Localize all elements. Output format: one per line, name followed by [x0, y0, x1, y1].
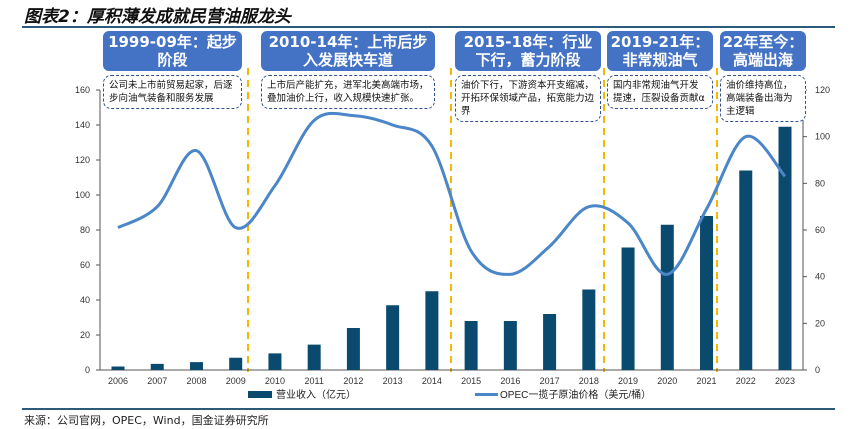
revenue-bar	[543, 314, 557, 370]
x-tick-label: 2010	[265, 376, 285, 386]
left-tick-label: 100	[75, 190, 90, 200]
revenue-bar	[778, 126, 792, 370]
legend-label-oil: OPEC一揽子原油价格（美元/桶）	[500, 388, 651, 400]
phase-5: 22年至今：高端出海 油价维持高位，高端装备出海为主逻辑	[720, 31, 806, 122]
right-tick-label: 80	[815, 178, 825, 188]
phase-note-3: 油价下行，下游资本开支缩减，开拓环保领域产品，拓宽能力边界	[455, 75, 601, 122]
x-tick-label: 2012	[343, 376, 363, 386]
chart: 0 20 40 60 80 100 120 140 160 0 20 40 60 80 100 120 2006…	[75, 68, 830, 400]
source-note: 来源：公司官网，OPEC，Wind，国金证券研究所	[24, 414, 269, 427]
left-tick-label: 80	[80, 225, 90, 235]
top-rule	[22, 26, 835, 28]
phase-note-5: 油价维持高位，高端装备出海为主逻辑	[720, 75, 806, 122]
left-tick-label: 20	[80, 330, 90, 340]
left-tick-label: 120	[75, 155, 90, 165]
revenue-bar	[464, 321, 478, 370]
revenue-bar	[111, 366, 125, 370]
revenue-bar	[582, 289, 596, 370]
revenue-bar	[307, 344, 321, 370]
x-tick-label: 2021	[697, 376, 717, 386]
x-tick-label: 2008	[186, 376, 206, 386]
revenue-bar	[621, 247, 635, 370]
x-tick-label: 2006	[108, 376, 128, 386]
legend-swatch-revenue	[248, 391, 272, 398]
revenue-bar	[229, 357, 243, 370]
revenue-bar	[739, 170, 753, 370]
revenue-bar	[660, 224, 674, 370]
left-tick-label: 60	[80, 260, 90, 270]
phase-label-4: 2019-21年：非常规油气	[607, 31, 713, 71]
phase-1: 1999-09年：起步阶段 公司未上市前贸易起家，后逐步向油气装备和服务发展	[103, 31, 242, 109]
x-tick-label: 2016	[500, 376, 520, 386]
revenue-bar	[189, 362, 203, 370]
phase-label-2: 2010-14年：上市后步入发展快车道	[261, 31, 435, 71]
left-tick-label: 40	[80, 295, 90, 305]
x-tick-label: 2022	[736, 376, 756, 386]
left-tick-label: 140	[75, 120, 90, 130]
figure-title: 图表2：厚积薄发成就民营油服龙头	[24, 7, 291, 27]
bottom-rule	[22, 408, 835, 410]
revenue-bar	[386, 305, 400, 370]
x-tick-label: 2015	[461, 376, 481, 386]
x-tick-label: 2020	[657, 376, 677, 386]
revenue-bar	[150, 363, 164, 370]
x-tick-label: 2011	[304, 376, 323, 386]
phase-label-3: 2015-18年：行业下行，蓄力阶段	[455, 31, 601, 71]
phase-label-1: 1999-09年：起步阶段	[103, 31, 242, 71]
revenue-bar	[700, 216, 714, 370]
right-tick-label: 100	[815, 132, 830, 142]
x-tick-label: 2007	[147, 376, 167, 386]
oil-price-line	[117, 111, 787, 276]
x-tick-label: 2019	[618, 376, 638, 386]
right-tick-label: 120	[815, 85, 830, 95]
phase-label-5: 22年至今：高端出海	[720, 31, 806, 71]
x-tick-label: 2017	[540, 376, 560, 386]
left-tick-label: 0	[85, 365, 90, 375]
phase-note-4: 国内非常规油气开发提速，压裂设备贡献α	[607, 75, 713, 109]
revenue-bar	[425, 291, 439, 370]
right-tick-label: 20	[815, 318, 825, 328]
phase-3: 2015-18年：行业下行，蓄力阶段 油价下行，下游资本开支缩减，开拓环保领域产…	[455, 31, 601, 122]
phase-2: 2010-14年：上市后步入发展快车道 上市后产能扩充，进军北美高端市场，叠加油…	[261, 31, 435, 109]
revenue-bar	[268, 353, 282, 370]
x-tick-label: 2023	[775, 376, 795, 386]
x-tick-label: 2018	[579, 376, 599, 386]
revenue-bar	[346, 328, 360, 370]
right-tick-label: 0	[815, 365, 820, 375]
x-tick-label: 2009	[226, 376, 246, 386]
x-tick-label: 2014	[422, 376, 442, 386]
right-tick-label: 40	[815, 272, 825, 282]
legend-label-revenue: 营业收入（亿元）	[276, 388, 356, 400]
phase-note-1: 公司未上市前贸易起家，后逐步向油气装备和服务发展	[103, 75, 242, 109]
phase-note-2: 上市后产能扩充，进军北美高端市场，叠加油价上行，收入规模快速扩张。	[261, 75, 435, 109]
left-tick-label: 160	[75, 85, 90, 95]
x-tick-label: 2013	[383, 376, 403, 386]
revenue-bar	[503, 321, 517, 370]
right-tick-label: 60	[815, 225, 825, 235]
phase-4: 2019-21年：非常规油气 国内非常规油气开发提速，压裂设备贡献α	[607, 31, 713, 109]
